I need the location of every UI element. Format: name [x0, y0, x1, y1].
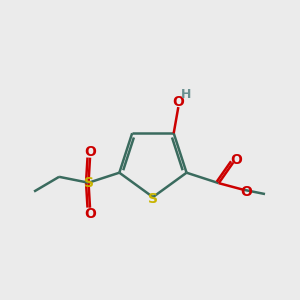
Text: S: S — [148, 192, 158, 206]
Text: O: O — [84, 145, 96, 159]
Text: S: S — [83, 176, 94, 190]
Text: O: O — [241, 185, 252, 199]
Text: O: O — [172, 95, 184, 109]
Text: O: O — [84, 207, 96, 220]
Text: O: O — [231, 153, 243, 167]
Text: H: H — [181, 88, 191, 101]
